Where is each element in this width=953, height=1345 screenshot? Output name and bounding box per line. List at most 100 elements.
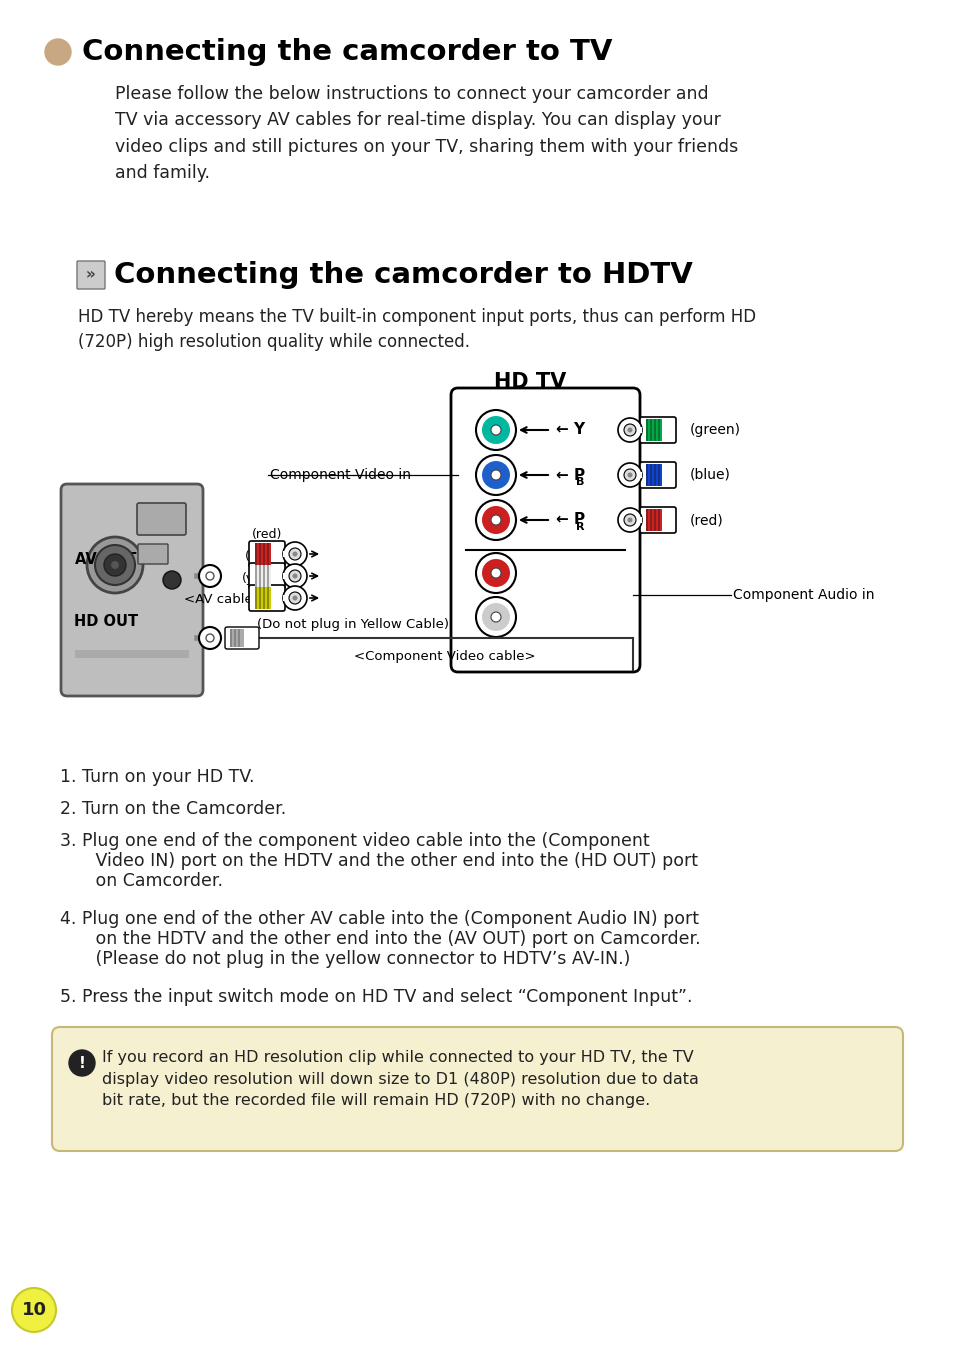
FancyBboxPatch shape xyxy=(225,627,258,650)
Bar xyxy=(267,565,269,586)
Bar xyxy=(645,508,647,531)
Bar xyxy=(263,543,265,565)
FancyBboxPatch shape xyxy=(249,541,285,568)
FancyBboxPatch shape xyxy=(639,461,676,488)
Circle shape xyxy=(481,461,510,490)
Circle shape xyxy=(618,463,641,487)
Text: AV OUT: AV OUT xyxy=(75,551,136,566)
FancyBboxPatch shape xyxy=(137,503,186,535)
Circle shape xyxy=(491,612,500,621)
Bar xyxy=(283,594,294,601)
Circle shape xyxy=(618,508,641,533)
Bar xyxy=(629,516,641,523)
Text: (white): (white) xyxy=(245,550,289,564)
Circle shape xyxy=(491,515,500,525)
Text: B: B xyxy=(576,477,584,487)
Circle shape xyxy=(491,425,500,434)
Circle shape xyxy=(289,592,301,604)
Text: (red): (red) xyxy=(689,512,723,527)
Text: 10: 10 xyxy=(22,1301,47,1319)
Bar xyxy=(230,629,244,647)
Bar xyxy=(645,420,647,441)
Bar xyxy=(649,420,651,441)
Bar xyxy=(254,543,256,565)
FancyBboxPatch shape xyxy=(249,564,285,589)
Circle shape xyxy=(481,603,510,631)
Circle shape xyxy=(289,570,301,582)
Bar xyxy=(645,508,661,531)
Circle shape xyxy=(206,633,213,642)
Bar xyxy=(233,629,235,647)
Bar xyxy=(645,464,661,486)
Circle shape xyxy=(163,572,181,589)
Circle shape xyxy=(199,627,221,650)
Bar xyxy=(658,508,659,531)
Text: HD OUT: HD OUT xyxy=(74,613,138,628)
Circle shape xyxy=(111,561,119,569)
Bar xyxy=(254,565,271,586)
Circle shape xyxy=(293,596,297,600)
Text: 1. Turn on your HD TV.: 1. Turn on your HD TV. xyxy=(60,768,254,785)
FancyBboxPatch shape xyxy=(61,484,203,695)
Bar xyxy=(254,565,256,586)
Bar xyxy=(263,586,265,609)
Circle shape xyxy=(45,39,71,65)
Text: <AV cable>: <AV cable> xyxy=(184,593,264,607)
Text: Component Video in: Component Video in xyxy=(270,468,411,482)
Text: Please follow the below instructions to connect your camcorder and
TV via access: Please follow the below instructions to … xyxy=(115,85,738,182)
Bar xyxy=(254,586,271,609)
Text: <Component Video cable>: <Component Video cable> xyxy=(354,650,536,663)
Circle shape xyxy=(476,410,516,451)
Bar xyxy=(254,586,256,609)
Text: (Please do not plug in the yellow connector to HDTV’s AV-IN.): (Please do not plug in the yellow connec… xyxy=(79,950,630,968)
Bar xyxy=(230,629,232,647)
Circle shape xyxy=(283,542,307,566)
Circle shape xyxy=(476,553,516,593)
Circle shape xyxy=(491,568,500,578)
Circle shape xyxy=(623,514,636,526)
FancyBboxPatch shape xyxy=(138,543,168,564)
Text: (Do not plug in Yellow Cable): (Do not plug in Yellow Cable) xyxy=(256,617,449,631)
Bar xyxy=(237,629,240,647)
Bar xyxy=(258,586,261,609)
Text: R: R xyxy=(576,522,584,533)
Circle shape xyxy=(627,472,632,477)
Text: ← P: ← P xyxy=(556,512,584,527)
FancyBboxPatch shape xyxy=(639,417,676,443)
Circle shape xyxy=(206,572,213,580)
Text: on Camcorder.: on Camcorder. xyxy=(79,872,223,890)
FancyBboxPatch shape xyxy=(52,1028,902,1151)
Text: Connecting the camcorder to HDTV: Connecting the camcorder to HDTV xyxy=(113,261,692,289)
Text: Video IN) port on the HDTV and the other end into the (HD OUT) port: Video IN) port on the HDTV and the other… xyxy=(79,851,698,870)
Circle shape xyxy=(623,424,636,436)
FancyBboxPatch shape xyxy=(249,585,285,611)
Text: Connecting the camcorder to TV: Connecting the camcorder to TV xyxy=(82,38,612,66)
Circle shape xyxy=(87,537,143,593)
Circle shape xyxy=(95,545,135,585)
Bar xyxy=(645,420,661,441)
Bar xyxy=(654,464,656,486)
Bar xyxy=(654,420,656,441)
Bar xyxy=(649,464,651,486)
Circle shape xyxy=(481,560,510,586)
Circle shape xyxy=(289,547,301,560)
Bar xyxy=(629,426,641,433)
Circle shape xyxy=(491,469,500,480)
FancyBboxPatch shape xyxy=(77,261,105,289)
Circle shape xyxy=(623,469,636,482)
Circle shape xyxy=(199,565,221,586)
Text: If you record an HD resolution clip while connected to your HD TV, the TV
displa: If you record an HD resolution clip whil… xyxy=(102,1050,699,1108)
Text: (red): (red) xyxy=(252,529,282,541)
Text: ← Y: ← Y xyxy=(556,422,584,437)
Text: 3. Plug one end of the component video cable into the (Component: 3. Plug one end of the component video c… xyxy=(60,833,649,850)
Bar xyxy=(658,464,659,486)
Circle shape xyxy=(627,518,632,522)
Bar xyxy=(645,464,647,486)
Text: (blue): (blue) xyxy=(689,468,730,482)
Text: 2. Turn on the Camcorder.: 2. Turn on the Camcorder. xyxy=(60,800,286,818)
Text: HD TV hereby means the TV built-in component input ports, thus can perform HD
(7: HD TV hereby means the TV built-in compo… xyxy=(78,308,756,351)
Bar xyxy=(258,543,261,565)
Text: »: » xyxy=(86,268,95,282)
Bar xyxy=(658,420,659,441)
Bar xyxy=(254,543,271,565)
